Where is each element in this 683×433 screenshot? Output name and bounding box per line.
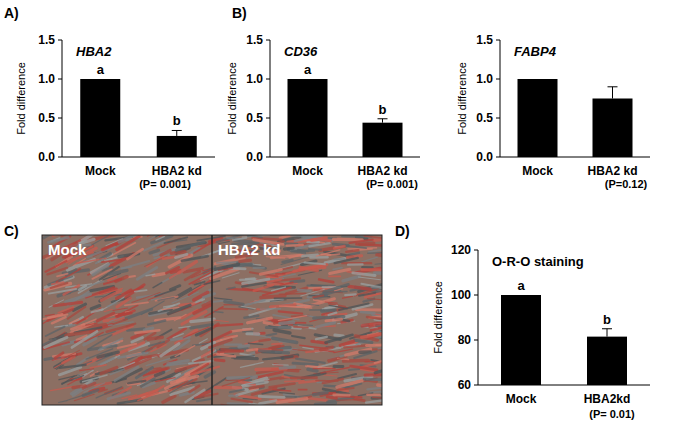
figure: A) Fold difference 0.0 0.5 1.0 1.5 HBA2 Mock a HB…: [0, 0, 683, 433]
tick-label: 60: [458, 378, 472, 392]
tick-label: 1.5: [476, 33, 493, 47]
p-value: (P= 0.001): [139, 178, 191, 190]
plot-area: [518, 79, 633, 157]
significance-letter: b: [603, 312, 611, 327]
panel-label: A): [4, 5, 19, 21]
tick: [496, 157, 500, 158]
plot-area: [288, 79, 403, 157]
bar: [288, 79, 328, 157]
image-label: HBA2 kd: [218, 241, 281, 258]
chart: D) Fold difference 60 80 100 120 O-R-O stainin…: [395, 223, 650, 420]
image-label: Mock: [48, 241, 87, 258]
bar: [518, 79, 558, 157]
chart: Fold difference 0.0 0.5 1.0 1.5 FABP4 Mock HBA2…: [456, 33, 650, 190]
category-label: HBA2 kd: [357, 164, 407, 178]
tick: [58, 79, 62, 80]
bar: [157, 136, 197, 157]
error-bar: [378, 119, 388, 123]
p-value: (P=0.12): [605, 178, 648, 190]
tick-label: 120: [451, 243, 471, 257]
category-label: Mock: [292, 164, 323, 178]
significance-letter: b: [173, 113, 181, 128]
tick: [474, 340, 478, 341]
chart: A) Fold difference 0.0 0.5 1.0 1.5 HBA2 Mock a HB…: [4, 5, 215, 190]
panel-label: B): [232, 5, 247, 21]
y-axis: [478, 250, 479, 385]
error-bar: [602, 329, 612, 337]
micrograph: [42, 235, 382, 405]
tick: [496, 79, 500, 80]
category-label: Mock: [506, 392, 537, 406]
tick-label: 80: [458, 333, 472, 347]
panel-label: D): [395, 223, 410, 239]
tick: [266, 157, 270, 158]
bar: [363, 123, 403, 157]
plot-area: [80, 79, 197, 157]
tick-label: 1.0: [246, 72, 263, 86]
chart-title: CD36: [284, 44, 318, 59]
tick-label: 0.0: [246, 150, 263, 164]
axis-label: Fold difference: [15, 62, 27, 135]
significance-letter: b: [379, 102, 387, 117]
axis-label: Fold difference: [456, 62, 468, 135]
category-label: Mock: [85, 164, 116, 178]
significance-letter: a: [517, 278, 525, 293]
tick-label: 100: [451, 288, 471, 302]
y-axis: [270, 40, 271, 157]
tick: [58, 40, 62, 41]
tick-label: 0.5: [38, 111, 55, 125]
tick-label: 0.0: [38, 150, 55, 164]
chart-title: O-R-O staining: [492, 254, 584, 269]
axis-label: Fold difference: [432, 281, 444, 354]
y-axis: [62, 40, 63, 157]
chart-title: FABP4: [514, 44, 557, 59]
tick-label: 0.5: [476, 111, 493, 125]
bar: [80, 79, 120, 157]
tick-label: 0.0: [476, 150, 493, 164]
significance-letter: a: [304, 62, 312, 77]
tick: [496, 118, 500, 119]
p-value: (P= 0.001): [366, 178, 418, 190]
panel-label: C): [4, 223, 19, 239]
tick-label: 1.5: [38, 33, 55, 47]
bar: [501, 295, 541, 385]
tick-label: 1.0: [476, 72, 493, 86]
tick: [266, 40, 270, 41]
bar: [587, 337, 627, 385]
tick: [474, 295, 478, 296]
error-bar: [172, 130, 182, 135]
tick: [266, 79, 270, 80]
error-bar: [608, 87, 618, 99]
category-label: HBA2 kd: [587, 164, 637, 178]
tick-label: 0.5: [246, 111, 263, 125]
category-label: HBA2kd: [584, 392, 631, 406]
chart: B) Fold difference 0.0 0.5 1.0 1.5 CD36 Mock a HB…: [226, 5, 420, 190]
micrograph-panel: C) Mock HBA2 kd: [4, 223, 405, 409]
significance-letter: a: [97, 62, 105, 77]
chart-title: HBA2: [76, 44, 112, 59]
tick-label: 1.5: [246, 33, 263, 47]
tick: [496, 40, 500, 41]
bar: [593, 99, 633, 158]
y-axis: [500, 40, 501, 157]
tick: [58, 157, 62, 158]
category-label: Mock: [522, 164, 553, 178]
tick: [474, 385, 478, 386]
tick: [58, 118, 62, 119]
category-label: HBA2 kd: [152, 164, 202, 178]
p-value: (P= 0.01): [589, 408, 635, 420]
tick-label: 1.0: [38, 72, 55, 86]
plot-area: [501, 295, 627, 385]
tick: [266, 118, 270, 119]
axis-label: Fold difference: [226, 62, 238, 135]
tick: [474, 250, 478, 251]
